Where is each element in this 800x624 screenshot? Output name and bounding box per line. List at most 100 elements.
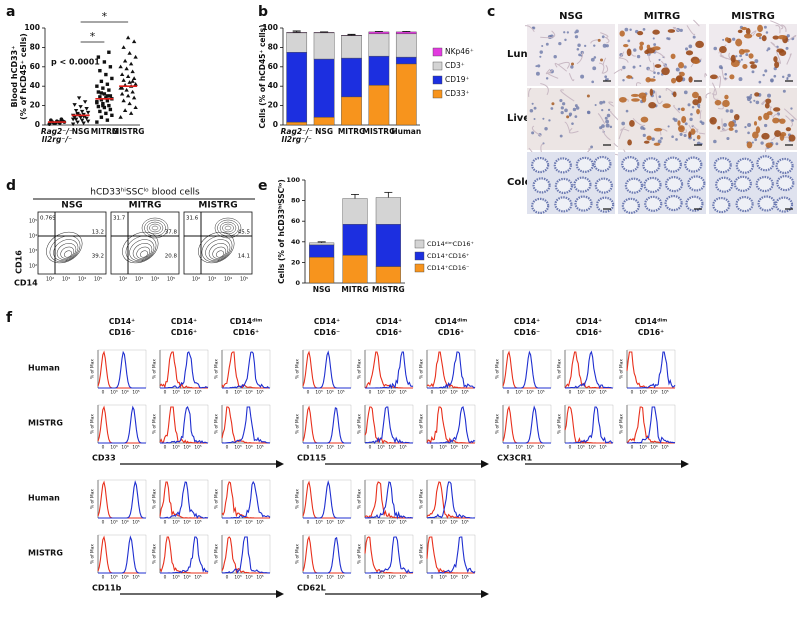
histogram [160,536,209,574]
legend-swatch [414,263,425,273]
nucleus [535,65,538,68]
stain [652,29,660,35]
crypt [554,196,573,213]
nucleus [639,64,642,67]
stain [675,75,683,83]
x-tick-label: 10³ [234,520,241,526]
column-label: CD16⁺ [438,328,464,337]
histogram [503,350,551,389]
tissue-fiber [558,61,570,69]
histogram [426,536,475,574]
stain [690,128,696,135]
x-tick-label: 10⁴ [183,445,190,451]
stain [629,120,635,127]
nucleus [782,89,786,93]
histogram [221,351,270,389]
x-tick-label: NSG [315,128,333,136]
x-tick-label: 10³ [315,445,322,451]
x-tick-label: 0 [307,390,310,396]
tissue-fiber [647,62,655,72]
annotation: p < 0.0001 [51,58,100,67]
point [78,105,83,109]
stain [631,98,640,102]
tissue-fiber [547,72,559,79]
stain [644,50,650,55]
point [105,94,110,98]
y-axis-title: % of Max [557,359,563,379]
stain [753,121,758,126]
nucleus [787,73,791,78]
column-label: CD16⁺ [638,328,664,337]
point [133,105,138,110]
x-tick-label-box: MISTRG [363,128,396,135]
tissue-fiber [603,57,607,65]
legend-swatch [414,251,425,261]
arrow-head [276,460,284,468]
x-tick-label: 0 [631,390,634,396]
point [124,66,129,71]
bar-segment [375,224,401,267]
x-tick-label: 10² [119,277,127,283]
point [99,98,104,102]
tissue-fiber [655,91,663,105]
stain [627,139,632,146]
nucleus [609,125,613,129]
x-tick-label: 0 [226,390,229,396]
tissue-fiber [776,51,781,64]
tissue-fiber [717,75,722,88]
bar-segment [368,33,390,57]
nucleus [751,70,755,74]
column-label: CD14⁺ [314,317,340,326]
stain [646,44,651,49]
histogram [627,351,676,389]
tissue-fiber [785,34,797,44]
nucleus [735,55,738,58]
nucleus [755,100,760,105]
nucleus [632,65,636,69]
histogram [426,351,475,389]
nucleus [657,139,662,144]
x-tick-label: 10³ [110,390,117,396]
histogram [160,406,209,444]
nucleus [691,106,695,109]
marker-label: CD62L [297,584,326,593]
bar-segment [313,58,335,118]
stain [639,44,644,51]
nucleus [720,66,723,70]
x-tick-label: 10³ [639,390,646,396]
x-tick-label: 0 [226,445,229,451]
x-tick-label: 10³ [439,520,446,526]
x-tick-label: 10³ [172,520,179,526]
tissue-fiber [618,126,626,140]
nucleus [577,43,581,47]
histogram [221,536,270,574]
point [105,99,110,103]
stain [667,29,676,33]
x-tick-label: 10⁴ [326,575,333,581]
crypt [575,156,594,173]
x-tick-label: 10³ [577,390,584,396]
crypt [594,177,613,194]
nucleus [726,136,730,141]
hist-frame [364,349,414,389]
bar-segment [309,257,335,284]
x-tick-label: 10³ [110,445,117,451]
y-axis-title: % of Max [90,414,96,434]
point [101,103,105,108]
x-tick-label: 10³ [515,390,522,396]
x-tick-label: 10³ [172,575,179,581]
point [79,109,85,114]
tissue-fiber [618,57,629,63]
nucleus [671,135,674,139]
histogram [303,350,351,389]
column-label: CD16⁻ [109,328,135,337]
y-axis-title: % of Max [214,489,220,509]
y-tick-label: 40 [268,81,278,90]
nucleus [593,44,596,47]
point [107,50,111,54]
stain [724,37,730,42]
nucleus [564,108,568,113]
nucleus [734,129,738,133]
nucleus [763,25,767,29]
y-axis-title: Cells (% of hCD45⁺ cells) [258,24,267,128]
